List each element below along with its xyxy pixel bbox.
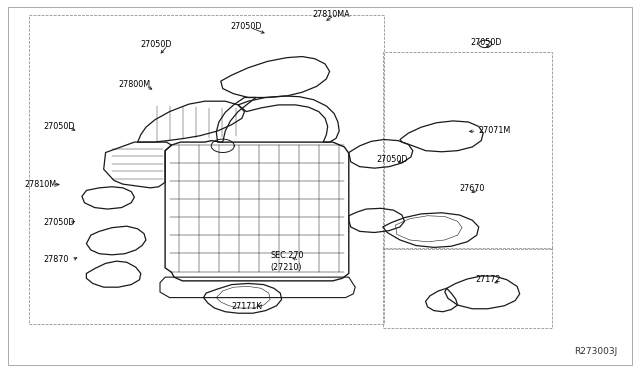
Bar [383, 52, 552, 249]
Text: 27810MA: 27810MA [312, 10, 350, 19]
Text: 27800M: 27800M [118, 80, 150, 89]
Text: 27050D: 27050D [230, 22, 262, 31]
Text: 27172: 27172 [475, 275, 500, 284]
Text: (27210): (27210) [270, 263, 301, 272]
Text: 27050D: 27050D [470, 38, 502, 47]
Bar [29, 15, 384, 324]
Text: 27050D: 27050D [44, 122, 75, 131]
Text: R273003J: R273003J [574, 347, 618, 356]
Text: 27810M: 27810M [24, 180, 56, 189]
Text: 27050D: 27050D [141, 40, 172, 49]
Text: 27171K: 27171K [232, 302, 262, 311]
Text: 27071M: 27071M [479, 126, 511, 135]
Text: SEC.270: SEC.270 [270, 251, 303, 260]
Text: 27050D: 27050D [376, 155, 408, 164]
Text: 27050D: 27050D [44, 218, 75, 227]
Bar [383, 248, 552, 328]
Text: 27870: 27870 [44, 255, 69, 264]
Text: 27670: 27670 [460, 185, 485, 193]
